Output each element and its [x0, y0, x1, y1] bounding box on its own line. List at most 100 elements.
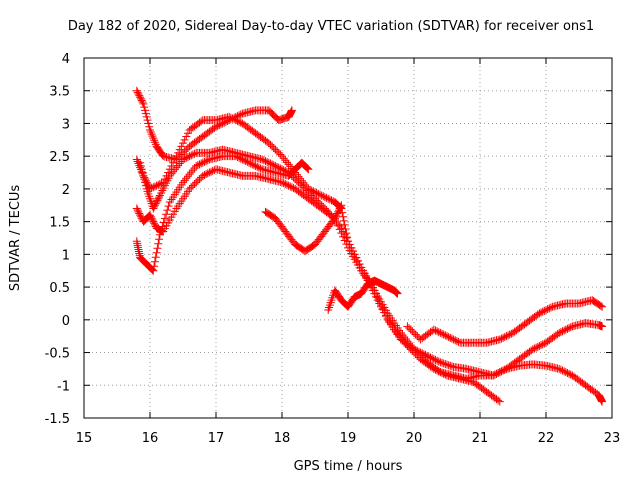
data-point: [193, 176, 202, 185]
data-point: [543, 305, 552, 314]
data-point: [347, 243, 356, 252]
data-point: [261, 157, 270, 166]
data-point: [273, 147, 282, 156]
data-points: [132, 86, 607, 406]
data-point: [148, 216, 157, 224]
data-point: [489, 371, 498, 380]
y-axis-label: SDTVAR / TECUs: [8, 185, 23, 292]
data-point: [281, 156, 290, 165]
data-point: [183, 172, 192, 181]
data-point: [286, 182, 295, 191]
data-point: [134, 90, 143, 98]
chart-title: Day 182 of 2020, Sidereal Day-to-day VTE…: [68, 19, 594, 34]
data-point: [136, 94, 145, 103]
data-point: [492, 369, 501, 378]
data-point: [560, 367, 569, 376]
data-point: [393, 329, 402, 338]
data-point: [141, 181, 150, 190]
data-point: [553, 330, 562, 339]
data-point: [368, 286, 377, 295]
data-point: [150, 257, 159, 266]
data-point: [154, 239, 163, 248]
data-point: [256, 164, 265, 173]
data-point: [284, 160, 293, 169]
data-point: [282, 158, 291, 167]
data-point: [268, 142, 277, 151]
data-point: [133, 88, 142, 97]
x-tick-label: 23: [604, 431, 621, 446]
data-point: [324, 207, 333, 216]
data-point: [431, 326, 440, 335]
data-point: [598, 322, 607, 331]
data-point: [289, 184, 298, 193]
data-point: [286, 170, 295, 179]
data-point: [149, 217, 158, 226]
data-point: [444, 333, 453, 341]
data-point: [315, 190, 324, 199]
data-point: [180, 135, 189, 144]
data-point: [373, 296, 382, 305]
data-point: [266, 159, 275, 168]
data-point: [188, 166, 197, 175]
data-point: [598, 397, 607, 406]
data-point: [228, 114, 237, 123]
x-tick-label: 15: [76, 431, 93, 446]
data-point: [136, 162, 145, 170]
x-tick-label: 21: [472, 431, 489, 446]
series-track-f: [261, 201, 346, 256]
data-point: [335, 222, 344, 231]
series-track-e: [136, 145, 504, 406]
data-point: [286, 162, 295, 171]
data-point: [132, 204, 141, 213]
data-point: [205, 168, 214, 177]
data-point: [337, 224, 346, 233]
data-point: [180, 176, 189, 185]
data-point: [279, 154, 288, 163]
data-point: [436, 358, 445, 367]
data-point: [147, 130, 156, 139]
data-point: [566, 370, 575, 379]
data-point: [533, 342, 542, 351]
data-point: [406, 325, 415, 334]
data-point: [301, 184, 310, 193]
data-point: [436, 368, 445, 377]
data-point: [172, 163, 181, 172]
data-point: [447, 334, 456, 343]
data-point: [329, 216, 338, 224]
data-point: [315, 199, 324, 208]
y-tick-label: 2.5: [49, 150, 70, 165]
data-point: [537, 308, 546, 317]
data-point: [532, 343, 541, 352]
data-point: [141, 106, 150, 115]
y-tick-label: -1.5: [45, 412, 70, 427]
data-point: [370, 289, 379, 298]
data-point: [410, 348, 418, 357]
data-point: [198, 171, 207, 180]
data-point: [253, 162, 262, 171]
data-point: [169, 158, 178, 167]
data-point: [146, 128, 155, 137]
data-point: [528, 345, 537, 354]
data-point: [269, 144, 278, 152]
data-point: [309, 193, 318, 202]
data-point: [319, 202, 328, 211]
data-point: [355, 260, 364, 269]
data-point: [200, 171, 209, 179]
data-point: [497, 334, 506, 343]
data-point: [149, 183, 158, 192]
data-point: [542, 306, 550, 314]
data-point: [441, 360, 450, 369]
data-point: [150, 138, 159, 147]
data-point: [179, 155, 187, 164]
data-point: [334, 206, 343, 215]
data-point: [424, 352, 433, 361]
data-point: [152, 181, 161, 190]
data-point: [203, 169, 212, 178]
data-point: [339, 216, 348, 225]
data-point: [150, 262, 159, 271]
y-tick-label: -0.5: [45, 347, 70, 362]
data-point: [535, 309, 544, 318]
data-point: [264, 158, 273, 167]
data-point: [302, 163, 311, 172]
data-point: [403, 342, 412, 350]
